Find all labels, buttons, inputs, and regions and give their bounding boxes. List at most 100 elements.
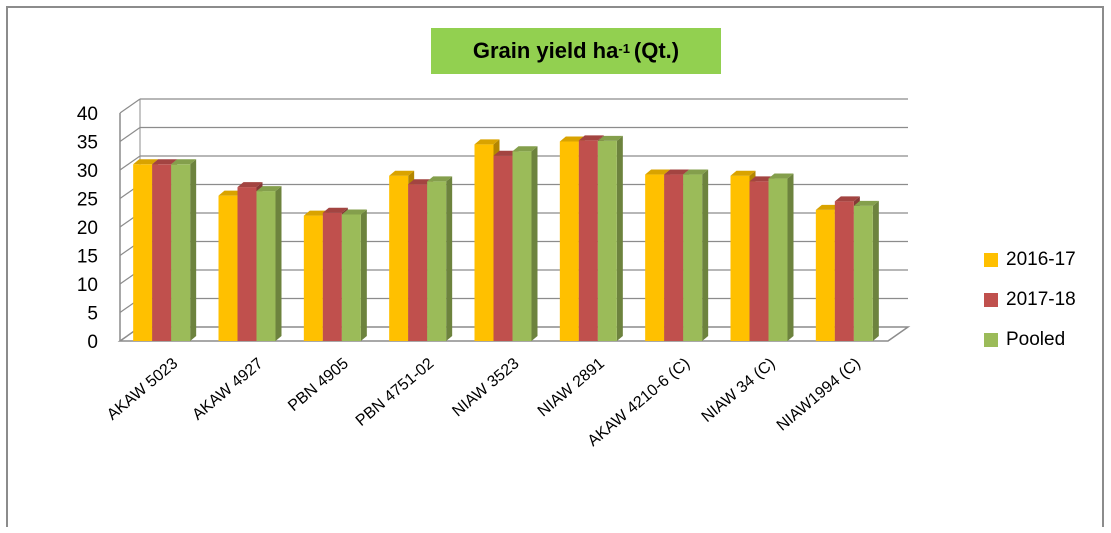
bar-top-2016-17 [303, 210, 329, 216]
bar-top-pooled [597, 135, 623, 141]
gridline-side [119, 127, 141, 142]
bar-top-2017-18 [152, 159, 178, 165]
bar-top-pooled [427, 176, 453, 182]
bar-side-pooled [531, 146, 538, 341]
bar-side-pooled [275, 186, 282, 341]
y-tick-label: 40 [77, 104, 98, 125]
bar-top-2016-17 [474, 139, 500, 145]
bar-pooled [171, 164, 191, 341]
gridline-side [119, 98, 141, 114]
bar-2016-17 [559, 141, 579, 341]
bar-side-pooled [616, 135, 623, 341]
legend-item-2016-17: 2016-17 [984, 240, 1076, 280]
x-tick-label: AKAW 5023 [104, 355, 181, 424]
chart-frame [6, 6, 1104, 527]
bar-side-pooled [787, 173, 794, 341]
bar-top-2016-17 [815, 204, 841, 210]
y-tick-label: 25 [77, 190, 98, 211]
bar-2017-18 [152, 164, 172, 341]
chart-legend: 2016-17 2017-18 Pooled [984, 240, 1076, 360]
bar-2017-18 [408, 184, 428, 341]
legend-label-2016-17: 2016-17 [1006, 249, 1076, 270]
y-tick-label: 0 [87, 332, 98, 353]
bar-side-pooled [360, 209, 367, 341]
bar-2016-17 [645, 174, 665, 341]
legend-swatch-2017-18 [984, 293, 998, 307]
bar-side-pooled [190, 159, 197, 341]
bar-2017-18 [834, 201, 854, 341]
y-tick-label: 35 [77, 133, 98, 154]
bar-2017-18 [749, 181, 769, 341]
y-tick-label: 10 [77, 275, 98, 296]
chart-title-main: Grain yield ha [472, 38, 619, 63]
bars-layer [133, 135, 879, 341]
bar-pooled [768, 178, 788, 341]
bar-top-pooled [768, 173, 794, 179]
x-tick-label: NIAW 2891 [535, 355, 608, 420]
bar-2016-17 [815, 209, 835, 341]
y-tick-label: 5 [87, 304, 98, 325]
bar-2017-18 [493, 155, 513, 341]
bar-2016-17 [730, 175, 750, 341]
x-tick-label: NIAW1994 (C) [774, 355, 864, 435]
bar-pooled [427, 181, 447, 341]
bar-top-pooled [256, 186, 282, 192]
x-tick-label: PBN 4751-02 [353, 355, 438, 430]
bar-top-2017-18 [834, 196, 860, 202]
y-tick-label: 15 [77, 247, 98, 268]
bar-top-pooled [171, 159, 197, 165]
legend-label-2017-18: 2017-18 [1006, 289, 1076, 310]
bar-top-2016-17 [133, 159, 159, 165]
bar-2016-17 [389, 175, 409, 341]
bar-2017-18 [322, 212, 342, 341]
x-tick-label: NIAW 3523 [449, 355, 522, 420]
bar-top-2017-18 [322, 207, 348, 213]
bar-top-2016-17 [218, 190, 244, 196]
x-tick-label: PBN 4905 [285, 355, 352, 415]
bar-top-2016-17 [559, 136, 585, 142]
bar-top-2017-18 [408, 179, 434, 185]
bar-side-pooled [702, 169, 709, 341]
bar-2016-17 [474, 144, 494, 341]
bar-pooled [683, 174, 703, 341]
bar-top-2016-17 [730, 170, 756, 176]
bar-top-pooled [341, 209, 367, 215]
bar-top-pooled [853, 200, 879, 206]
bar-side-pooled [446, 176, 453, 341]
legend-item-pooled: Pooled [984, 320, 1076, 360]
y-tick-label: 20 [77, 218, 98, 239]
legend-item-2017-18: 2017-18 [984, 280, 1076, 320]
bar-pooled [853, 205, 873, 341]
bar-pooled [256, 191, 276, 341]
chart-title: Grain yield ha -1 (Qt.) [431, 28, 721, 74]
chart-title-unit: (Qt.) [633, 38, 680, 63]
bar-top-2017-18 [237, 182, 263, 188]
bar-2016-17 [133, 164, 153, 341]
bar-2017-18 [578, 140, 598, 341]
bar-top-2016-17 [645, 169, 671, 175]
bar-pooled [597, 140, 617, 341]
gridline-side [119, 155, 141, 171]
bar-top-pooled [683, 169, 709, 175]
bar-pooled [512, 151, 532, 341]
bar-top-2017-18 [493, 150, 519, 156]
legend-swatch-pooled [984, 333, 998, 347]
bar-top-2017-18 [578, 135, 604, 141]
bar-2017-18 [664, 174, 684, 341]
bar-top-pooled [512, 146, 538, 152]
legend-swatch-2016-17 [984, 253, 998, 267]
x-tick-label: AKAW 4927 [189, 355, 266, 424]
bar-top-2016-17 [389, 170, 415, 176]
bar-2017-18 [237, 187, 257, 341]
bar-side-pooled [872, 200, 879, 341]
bar-2016-17 [303, 215, 323, 341]
bar-2016-17 [218, 195, 238, 341]
legend-label-pooled: Pooled [1006, 329, 1066, 350]
chart-title-superscript: -1 [618, 40, 630, 56]
bar-top-2017-18 [749, 176, 775, 182]
bar-top-2017-18 [664, 169, 690, 175]
x-tick-label: NIAW 34 (C) [699, 355, 779, 426]
bar-pooled [341, 214, 361, 341]
y-tick-label: 30 [77, 161, 98, 182]
